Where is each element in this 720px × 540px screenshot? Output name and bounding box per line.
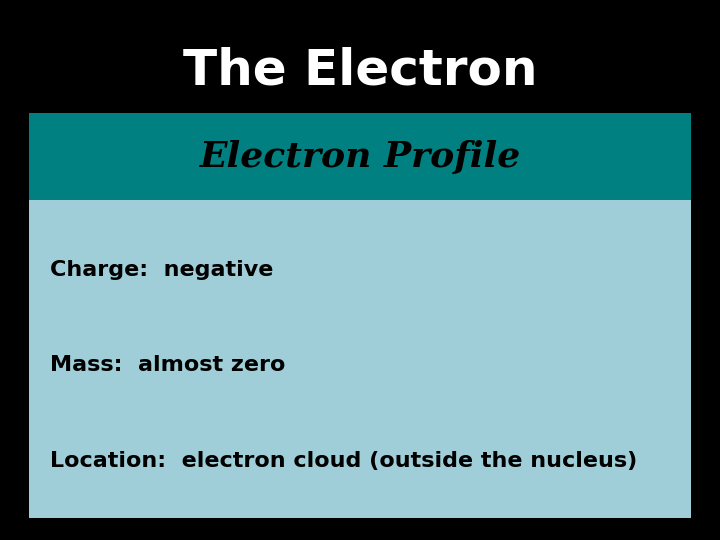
Bar xyxy=(29,200,691,518)
Text: Mass:  almost zero: Mass: almost zero xyxy=(50,355,286,375)
Text: Charge:  negative: Charge: negative xyxy=(50,260,274,280)
Bar xyxy=(29,113,691,200)
Text: Electron Profile: Electron Profile xyxy=(199,140,521,173)
Text: The Electron: The Electron xyxy=(183,46,537,94)
Text: Location:  electron cloud (outside the nucleus): Location: electron cloud (outside the nu… xyxy=(50,451,638,471)
